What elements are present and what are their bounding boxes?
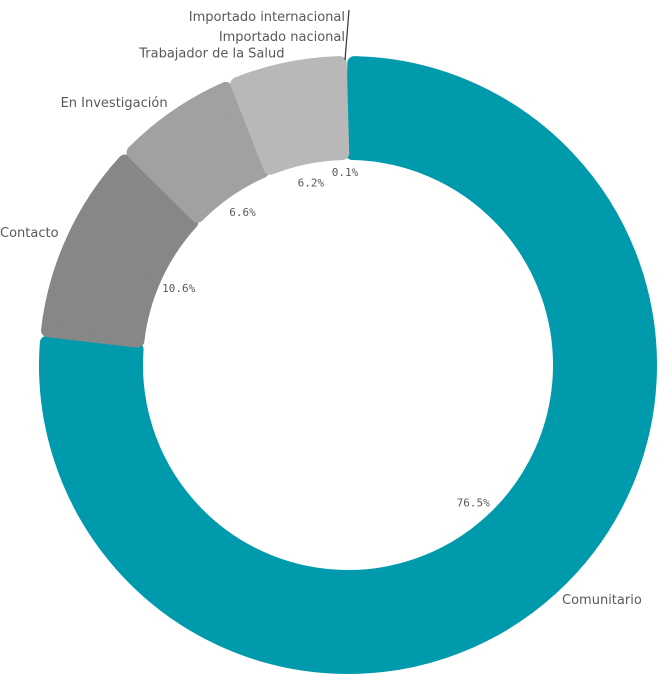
slice-comunitario[interactable] (39, 56, 657, 674)
label-importado-nacional: Importado nacional (219, 30, 345, 45)
value-label-contacto: 10.6% (162, 282, 195, 295)
label-importado-internacional: Importado internacional (189, 10, 345, 25)
label-comunitario: Comunitario (562, 593, 642, 608)
leader-line (344, 9, 350, 61)
label-trabajador-de-la-salud: Trabajador de la Salud (138, 46, 284, 61)
value-label-trabajador-de-la-salud: 6.2% (298, 177, 325, 190)
label-en-investigacion: En Investigación (61, 96, 168, 111)
value-label-comunitario: 76.5% (457, 497, 490, 510)
value-label-importado-nacional: 0.1% (332, 166, 359, 179)
slice-trabajador-de-la-salud[interactable] (230, 56, 350, 175)
slice-contacto[interactable] (41, 154, 199, 348)
value-label-en-investigacion: 6.6% (229, 206, 256, 219)
label-contacto: Contacto (0, 226, 59, 241)
slice-en-investigacion[interactable] (126, 81, 270, 223)
